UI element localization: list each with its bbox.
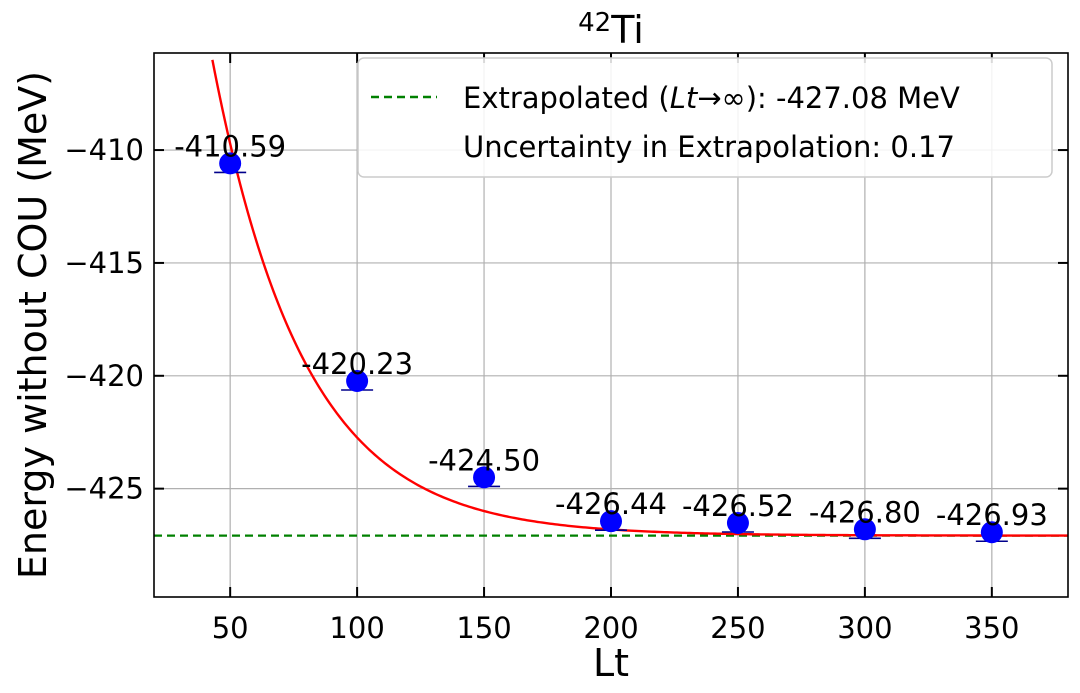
- point-layer: [219, 152, 1003, 544]
- data-point: [473, 466, 496, 489]
- legend-entry-arrow: →∞: [697, 81, 745, 115]
- legend-box: [357, 57, 1053, 178]
- legend-entry-suffix: ): -427.08 MeV: [746, 81, 960, 115]
- data-point: [853, 518, 876, 541]
- x-tick-label: 150: [456, 611, 511, 645]
- data-label: -426.93: [936, 498, 1048, 532]
- legend-entry-prefix: Extrapolated (: [463, 81, 670, 115]
- legend-entry-math: Lt: [670, 81, 699, 115]
- data-label: -426.52: [682, 489, 794, 523]
- legend-entry-extrapolated: Extrapolated (Lt→∞): -427.08 MeV: [463, 81, 960, 115]
- legend: Extrapolated (Lt→∞): -427.08 MeV Uncerta…: [357, 57, 1053, 178]
- data-label: -410.59: [174, 129, 286, 163]
- data-point: [726, 511, 749, 534]
- x-tick-label: 300: [837, 611, 892, 645]
- data-label: -426.80: [809, 495, 921, 529]
- data-label: -426.44: [555, 487, 667, 521]
- data-label: -424.50: [428, 443, 540, 477]
- x-tick-label: 250: [710, 611, 765, 645]
- x-axis-label: Lt: [593, 641, 629, 685]
- legend-entry-uncertainty: Uncertainty in Extrapolation: 0.17: [463, 130, 955, 164]
- y-tick-label: −410: [64, 133, 144, 167]
- y-tick-label: −425: [64, 472, 144, 506]
- data-point: [600, 510, 622, 533]
- fit-curve: [211, 59, 1068, 537]
- data-point: [980, 521, 1003, 544]
- data-point: [346, 369, 369, 392]
- tick-label-layer: 50 100 150 200 250 300 350 −410 −415 −420 −425: [64, 133, 1019, 645]
- chart-title: 42Ti: [578, 8, 644, 52]
- y-tick-label: −415: [64, 246, 144, 280]
- fit-curve-layer: [211, 59, 1068, 537]
- x-tick-label: 200: [583, 611, 638, 645]
- data-label-layer: -410.59 -420.23 -424.50 -426.44 -426.52 -426.…: [174, 129, 1048, 532]
- y-axis-label: Energy without COU (MeV): [11, 71, 55, 579]
- x-tick-label: 100: [329, 611, 384, 645]
- x-tick-label: 350: [964, 611, 1019, 645]
- data-point: [219, 152, 242, 175]
- title-superscript: 42: [578, 8, 611, 38]
- data-label: -420.23: [301, 347, 413, 381]
- title-main: Ti: [610, 8, 644, 52]
- y-tick-label: −420: [64, 359, 144, 393]
- x-tick-label: 50: [212, 611, 249, 645]
